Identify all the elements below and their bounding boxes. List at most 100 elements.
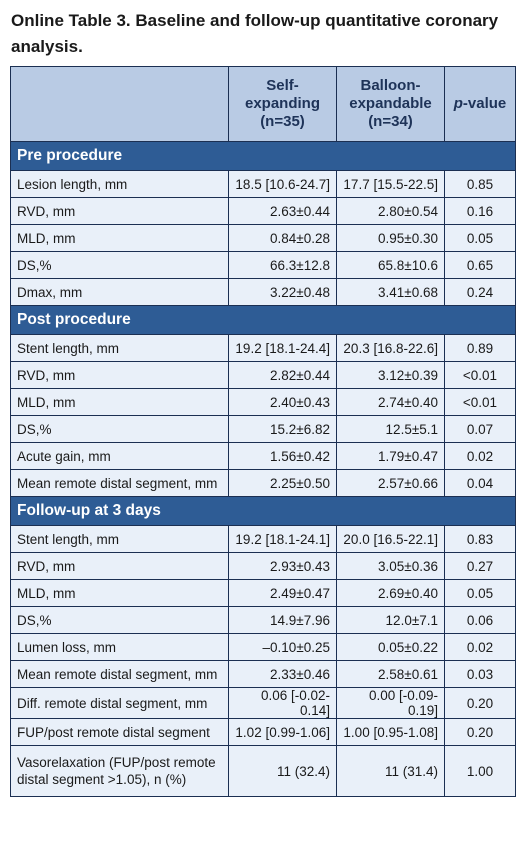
row-label: RVD, mm (10, 552, 229, 580)
header-p-rest: -value (462, 95, 507, 112)
table-row: DS,% 66.3±12.8 65.8±10.6 0.65 (10, 251, 516, 279)
table-row: RVD, mm 2.63±0.44 2.80±0.54 0.16 (10, 197, 516, 225)
section-title: Pre procedure (10, 141, 516, 171)
balloon-expandable-value: 3.12±0.39 (336, 361, 445, 389)
table-row: DS,% 14.9±7.96 12.0±7.1 0.06 (10, 606, 516, 634)
self-expanding-value: 0.84±0.28 (228, 224, 337, 252)
self-expanding-value: 15.2±6.82 (228, 415, 337, 443)
row-label: DS,% (10, 251, 229, 279)
header-p-italic: p (453, 95, 463, 112)
row-label: Mean remote distal segment, mm (10, 469, 229, 497)
row-label: Vasorelaxation (FUP/post remote distal s… (10, 745, 229, 797)
self-expanding-value: 1.56±0.42 (228, 442, 337, 470)
header-empty-cell (10, 66, 229, 142)
qca-table: Self- expanding (n=35) Balloon- expandab… (10, 66, 516, 797)
self-expanding-value: 66.3±12.8 (228, 251, 337, 279)
table-caption: Online Table 3. Baseline and follow-up q… (11, 11, 499, 56)
balloon-expandable-value: 0.95±0.30 (336, 224, 445, 252)
table-row: MLD, mm 2.49±0.47 2.69±0.40 0.05 (10, 579, 516, 607)
row-label: Dmax, mm (10, 278, 229, 306)
p-value: 0.02 (444, 633, 516, 661)
row-label: Mean remote distal segment, mm (10, 660, 229, 688)
balloon-expandable-value: 0.00 [-0.09-0.19] (336, 687, 445, 719)
self-expanding-value: –0.10±0.25 (228, 633, 337, 661)
row-label: MLD, mm (10, 579, 229, 607)
p-value: 0.02 (444, 442, 516, 470)
row-label: RVD, mm (10, 361, 229, 389)
self-expanding-value: 2.49±0.47 (228, 579, 337, 607)
balloon-expandable-value: 11 (31.4) (336, 745, 445, 797)
p-value: 0.05 (444, 224, 516, 252)
section-title: Post procedure (10, 305, 516, 335)
header-balloon-expandable-line2: expandable (349, 95, 432, 112)
p-value: 0.83 (444, 525, 516, 553)
table-row: Stent length, mm 19.2 [18.1-24.4] 20.3 [16… (10, 334, 516, 362)
header-self-expanding: Self- expanding (n=35) (228, 66, 337, 142)
balloon-expandable-value: 2.58±0.61 (336, 660, 445, 688)
row-label: DS,% (10, 606, 229, 634)
table-row: Dmax, mm 3.22±0.48 3.41±0.68 0.24 (10, 278, 516, 306)
row-label: Diff. remote distal segment, mm (10, 687, 229, 719)
table-header-row: Self- expanding (n=35) Balloon- expandab… (10, 66, 516, 142)
row-label: RVD, mm (10, 197, 229, 225)
balloon-expandable-value: 3.41±0.68 (336, 278, 445, 306)
p-value: <0.01 (444, 361, 516, 389)
p-value: 1.00 (444, 745, 516, 797)
p-value: 0.06 (444, 606, 516, 634)
self-expanding-value: 2.82±0.44 (228, 361, 337, 389)
p-value: 0.65 (444, 251, 516, 279)
p-value: 0.04 (444, 469, 516, 497)
self-expanding-value: 2.40±0.43 (228, 388, 337, 416)
self-expanding-value: 11 (32.4) (228, 745, 337, 797)
header-balloon-expandable-line1: Balloon- (360, 77, 421, 94)
header-self-expanding-line3: (n=35) (260, 113, 305, 130)
row-label: Lumen loss, mm (10, 633, 229, 661)
self-expanding-value: 2.25±0.50 (228, 469, 337, 497)
header-balloon-expandable: Balloon- expandable (n=34) (336, 66, 445, 142)
table-row: MLD, mm 0.84±0.28 0.95±0.30 0.05 (10, 224, 516, 252)
self-expanding-value: 3.22±0.48 (228, 278, 337, 306)
self-expanding-value: 2.63±0.44 (228, 197, 337, 225)
p-value: 0.27 (444, 552, 516, 580)
balloon-expandable-value: 12.0±7.1 (336, 606, 445, 634)
self-expanding-value: 19.2 [18.1-24.4] (228, 334, 337, 362)
header-balloon-expandable-line3: (n=34) (368, 113, 413, 130)
p-value: 0.07 (444, 415, 516, 443)
section-title: Follow-up at 3 days (10, 496, 516, 526)
balloon-expandable-value: 20.3 [16.8-22.6] (336, 334, 445, 362)
table-row: Mean remote distal segment, mm 2.33±0.46 2… (10, 660, 516, 688)
self-expanding-value: 2.93±0.43 (228, 552, 337, 580)
table-row: MLD, mm 2.40±0.43 2.74±0.40 <0.01 (10, 388, 516, 416)
row-label: MLD, mm (10, 224, 229, 252)
header-self-expanding-line2: expanding (244, 95, 320, 112)
table-row: DS,% 15.2±6.82 12.5±5.1 0.07 (10, 415, 516, 443)
balloon-expandable-value: 2.74±0.40 (336, 388, 445, 416)
balloon-expandable-value: 2.80±0.54 (336, 197, 445, 225)
p-value: 0.24 (444, 278, 516, 306)
header-p-value: p-value (444, 66, 516, 142)
balloon-expandable-value: 1.00 [0.95-1.08] (336, 718, 445, 746)
p-value: 0.20 (444, 718, 516, 746)
balloon-expandable-value: 3.05±0.36 (336, 552, 445, 580)
balloon-expandable-value: 17.7 [15.5-22.5] (336, 170, 445, 198)
table-body: Pre procedure Lesion length, mm 18.5 [10.6… (10, 141, 516, 797)
p-value: 0.85 (444, 170, 516, 198)
balloon-expandable-value: 2.57±0.66 (336, 469, 445, 497)
table-row: FUP/post remote distal segment 1.02 [0.99… (10, 718, 516, 746)
row-label: DS,% (10, 415, 229, 443)
p-value: 0.89 (444, 334, 516, 362)
row-label: MLD, mm (10, 388, 229, 416)
header-self-expanding-line1: Self- (266, 77, 299, 94)
section-header-row: Pre procedure (10, 141, 516, 171)
table-row: RVD, mm 2.82±0.44 3.12±0.39 <0.01 (10, 361, 516, 389)
self-expanding-value: 0.06 [-0.02-0.14] (228, 687, 337, 719)
balloon-expandable-value: 2.69±0.40 (336, 579, 445, 607)
balloon-expandable-value: 65.8±10.6 (336, 251, 445, 279)
p-value: 0.05 (444, 579, 516, 607)
section-header-row: Post procedure (10, 305, 516, 335)
p-value: 0.16 (444, 197, 516, 225)
self-expanding-value: 18.5 [10.6-24.7] (228, 170, 337, 198)
p-value: 0.20 (444, 687, 516, 719)
balloon-expandable-value: 0.05±0.22 (336, 633, 445, 661)
balloon-expandable-value: 20.0 [16.5-22.1] (336, 525, 445, 553)
